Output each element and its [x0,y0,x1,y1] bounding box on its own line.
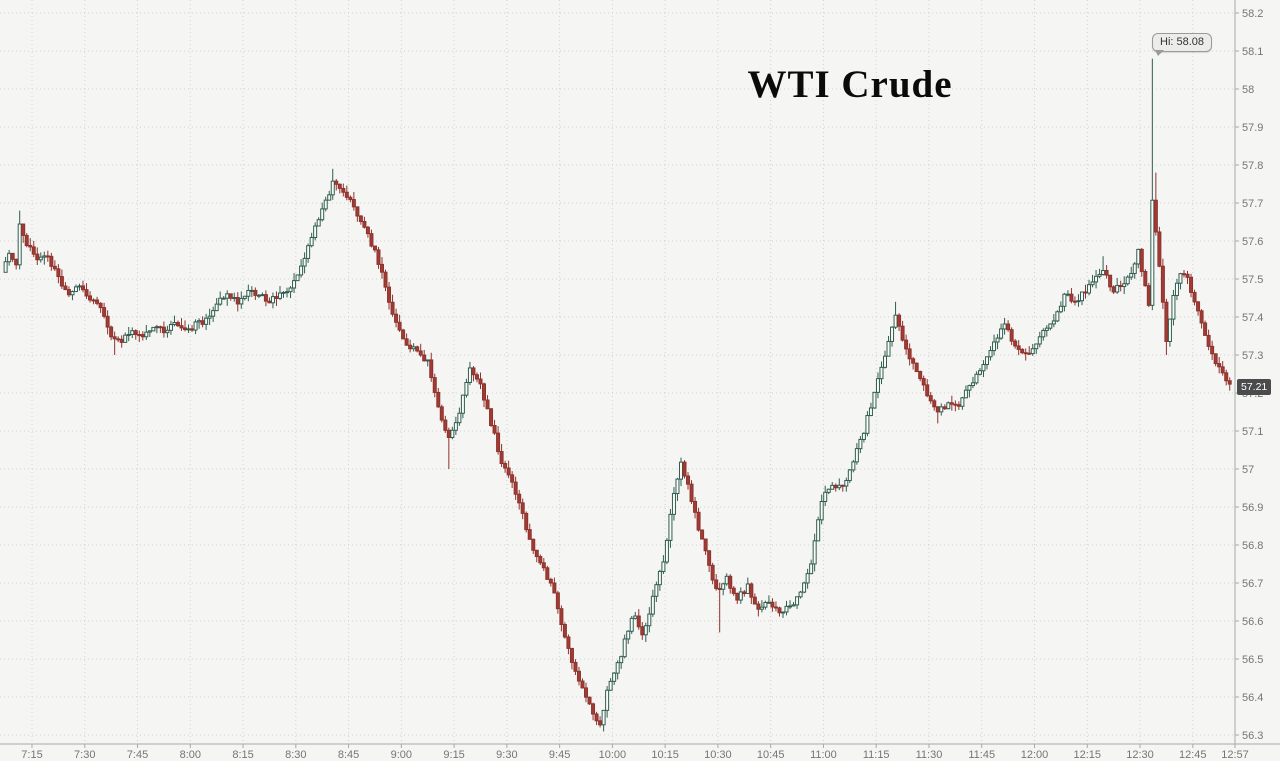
svg-text:10:30: 10:30 [704,749,732,761]
svg-text:11:15: 11:15 [863,749,890,761]
svg-text:9:45: 9:45 [549,749,570,761]
svg-text:56.4: 56.4 [1242,692,1263,704]
svg-text:56.6: 56.6 [1242,616,1263,628]
svg-text:57.3: 57.3 [1242,350,1263,362]
svg-text:11:30: 11:30 [916,749,943,761]
svg-text:11:00: 11:00 [810,749,837,761]
svg-text:10:45: 10:45 [757,749,785,761]
svg-text:11:45: 11:45 [968,749,995,761]
svg-text:57.5: 57.5 [1242,274,1263,286]
svg-text:8:30: 8:30 [285,749,306,761]
svg-text:57.8: 57.8 [1242,160,1263,172]
svg-text:9:15: 9:15 [443,749,464,761]
last-price-badge: 57.21 [1237,379,1272,395]
chart-title: WTI Crude [747,63,953,106]
tooltip-tail-icon [1155,50,1164,56]
high-price-tooltip: Hi: 58.08 [1152,33,1213,56]
svg-text:57.1: 57.1 [1242,426,1263,438]
svg-text:12:45: 12:45 [1179,749,1207,761]
svg-text:56.3: 56.3 [1242,730,1263,742]
svg-text:56.7: 56.7 [1242,578,1263,590]
svg-text:58.1: 58.1 [1242,46,1263,58]
high-price-tooltip-text: Hi: 58.08 [1160,36,1205,48]
svg-text:57.9: 57.9 [1242,122,1263,134]
svg-text:56.8: 56.8 [1242,540,1263,552]
svg-text:9:30: 9:30 [496,749,517,761]
svg-text:7:15: 7:15 [21,749,42,761]
svg-text:12:57: 12:57 [1221,749,1249,761]
svg-text:10:15: 10:15 [651,749,679,761]
svg-text:58: 58 [1242,84,1254,96]
svg-text:9:00: 9:00 [391,749,412,761]
svg-text:8:00: 8:00 [180,749,201,761]
svg-text:58.2: 58.2 [1242,8,1263,20]
svg-text:8:15: 8:15 [232,749,253,761]
svg-text:12:15: 12:15 [1073,749,1101,761]
svg-text:7:30: 7:30 [74,749,95,761]
svg-text:8:45: 8:45 [338,749,359,761]
svg-text:57: 57 [1242,464,1254,476]
svg-text:56.9: 56.9 [1242,502,1263,514]
svg-text:57.6: 57.6 [1242,236,1263,248]
svg-text:57.7: 57.7 [1242,198,1263,210]
svg-text:12:30: 12:30 [1126,749,1154,761]
svg-text:10:00: 10:00 [599,749,627,761]
svg-text:56.5: 56.5 [1242,654,1263,666]
svg-text:12:00: 12:00 [1021,749,1049,761]
svg-text:7:45: 7:45 [127,749,148,761]
svg-text:57.4: 57.4 [1242,312,1263,324]
